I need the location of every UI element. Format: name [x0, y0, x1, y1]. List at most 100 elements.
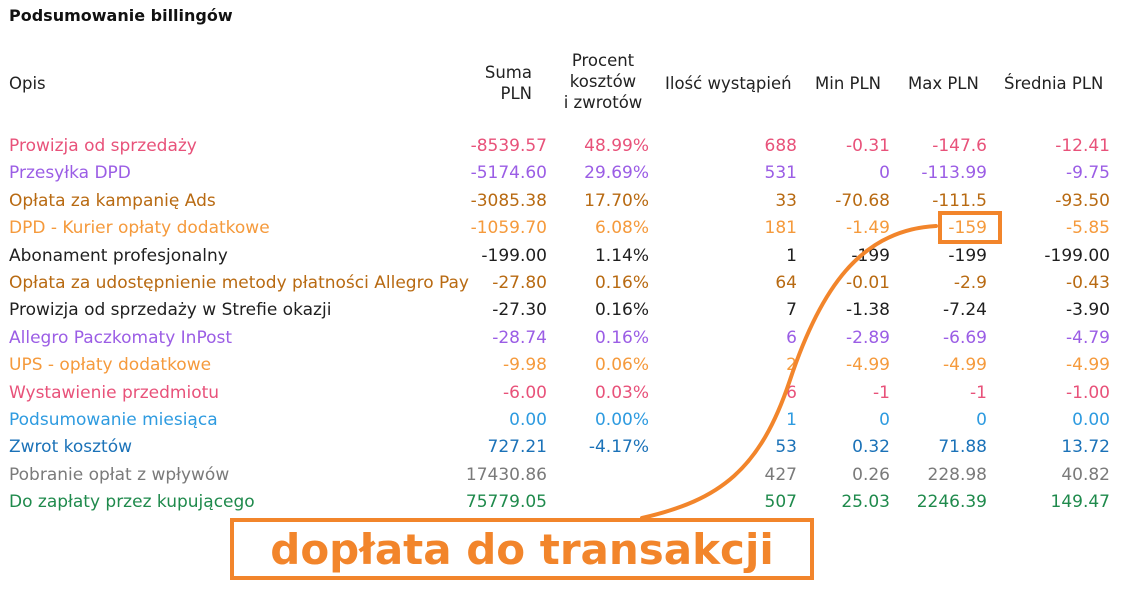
table-row: Podsumowanie miesiąca 0.00 0.00% 1 0 0 0.00: [0, 407, 1137, 433]
table-row: Do zapłaty przez kupującego 75779.05 507 25…: [0, 489, 1137, 515]
cell-procent: 6.08%: [594, 218, 649, 239]
cell-suma: -8539.57: [470, 136, 547, 156]
table-row: Opłata za kampanię Ads -3085.38 17.70% 33 -7…: [0, 188, 1137, 214]
annotation-box: dopłata do transakcji: [230, 518, 814, 580]
header-opis: Opis: [9, 74, 46, 93]
cell-opis: Prowizja od sprzedaży w Strefie okazji: [9, 300, 332, 321]
cell-suma: -27.30: [492, 300, 547, 321]
cell-opis: Opłata za udostępnienie metody płatności…: [9, 273, 469, 293]
annotation-text: dopłata do transakcji: [270, 525, 774, 574]
cell-srednia: -3.90: [1066, 300, 1110, 321]
cell-ilosc: 531: [764, 163, 797, 184]
header-procent: Procent kosztów i zwrotów: [563, 51, 643, 112]
cell-opis: DPD - Kurier opłaty dodatkowe: [9, 218, 270, 239]
cell-procent: 0.16%: [594, 327, 649, 348]
cell-ilosc: 6: [786, 327, 797, 348]
table-row: Opłata za udostępnienie metody płatności…: [0, 270, 1137, 296]
cell-suma: 727.21: [487, 437, 547, 458]
table-row: Prowizja od sprzedaży w Strefie okazji -2…: [0, 297, 1137, 323]
cell-opis: Zwrot kosztów: [9, 437, 133, 458]
cell-srednia: -4.79: [1066, 327, 1110, 348]
cell-ilosc: 507: [764, 492, 797, 513]
cell-ilosc: 33: [775, 190, 797, 211]
page-title: Podsumowanie billingów: [9, 6, 233, 25]
cell-max: 0: [976, 410, 987, 430]
header-min: Min PLN: [815, 74, 882, 93]
cell-max: -147.6: [932, 136, 987, 156]
cell-suma: -9.98: [503, 355, 547, 376]
cell-suma: -3085.38: [470, 190, 547, 211]
cell-opis: Opłata za kampanię Ads: [9, 190, 216, 211]
table-row: Pobranie opłat z wpływów 17430.86 427 0.26 2…: [0, 462, 1137, 488]
cell-opis: Do zapłaty przez kupującego: [9, 492, 255, 513]
cell-procent: 1.14%: [594, 245, 649, 266]
cell-srednia: -12.41: [1055, 136, 1110, 156]
cell-srednia: -4.99: [1066, 355, 1110, 376]
cell-suma: 0.00: [509, 410, 547, 430]
cell-min: -4.99: [846, 355, 890, 376]
cell-min: -2.89: [846, 327, 890, 348]
table-row: Prowizja od sprzedaży -8539.57 48.99% 688 -0…: [0, 133, 1137, 159]
table-row: Przesyłka DPD -5174.60 29.69% 531 0 -113.99 -9…: [0, 160, 1137, 186]
cell-max: -4.99: [943, 355, 987, 376]
highlight-box: [938, 211, 1002, 244]
cell-opis: Podsumowanie miesiąca: [9, 410, 218, 430]
cell-suma: -1059.70: [470, 218, 547, 239]
cell-min: 0.32: [852, 437, 890, 458]
header-suma: Suma PLN: [484, 63, 532, 103]
table-row: Allegro Paczkomaty InPost -28.74 0.16% 6 -2.…: [0, 325, 1137, 351]
cell-procent: 0.06%: [594, 355, 649, 376]
cell-min: -1: [873, 382, 890, 403]
cell-min: 0: [879, 410, 890, 430]
cell-max: -199: [948, 245, 987, 266]
cell-max: 228.98: [927, 464, 987, 485]
table-row: UPS - opłaty dodatkowe -9.98 0.06% 2 -4.99 -4…: [0, 352, 1137, 378]
cell-min: 0: [879, 163, 890, 184]
cell-suma: -28.74: [492, 327, 547, 348]
cell-srednia: -5.85: [1066, 218, 1110, 239]
cell-max: 71.88: [938, 437, 987, 458]
cell-srednia: 13.72: [1061, 437, 1110, 458]
cell-min: 25.03: [841, 492, 890, 513]
cell-procent: 0.00%: [594, 410, 649, 430]
cell-max: -113.99: [921, 163, 987, 184]
cell-srednia: 0.00: [1072, 410, 1110, 430]
cell-procent: 48.99%: [584, 136, 649, 156]
cell-min: -70.68: [835, 190, 890, 211]
header-max: Max PLN: [908, 74, 979, 93]
cell-srednia: -0.43: [1066, 273, 1110, 293]
cell-ilosc: 1: [786, 245, 797, 266]
cell-opis: Wystawienie przedmiotu: [9, 382, 220, 403]
header-srednia: Średnia PLN: [1004, 74, 1104, 93]
table-row: Wystawienie przedmiotu -6.00 0.03% 6 -1 -1 -1.…: [0, 380, 1137, 406]
cell-suma: -5174.60: [470, 163, 547, 184]
cell-procent: 0.03%: [594, 382, 649, 403]
cell-srednia: -9.75: [1066, 163, 1110, 184]
cell-min: -199: [851, 245, 890, 266]
cell-ilosc: 7: [786, 300, 797, 321]
cell-suma: -27.80: [492, 273, 547, 293]
cell-procent: 0.16%: [594, 300, 649, 321]
cell-ilosc: 181: [764, 218, 797, 239]
cell-ilosc: 6: [786, 382, 797, 403]
cell-max: -2.9: [953, 273, 987, 293]
cell-ilosc: 2: [786, 355, 797, 376]
cell-opis: Prowizja od sprzedaży: [9, 136, 197, 156]
cell-opis: UPS - opłaty dodatkowe: [9, 355, 212, 376]
cell-opis: Pobranie opłat z wpływów: [9, 464, 230, 485]
cell-procent: -4.17%: [588, 437, 649, 458]
cell-srednia: -199.00: [1044, 245, 1110, 266]
cell-srednia: -1.00: [1066, 382, 1110, 403]
table-row: Abonament profesjonalny -199.00 1.14% 1 -199…: [0, 243, 1137, 269]
cell-min: -1.38: [846, 300, 890, 321]
cell-min: 0.26: [852, 464, 890, 485]
cell-opis: Allegro Paczkomaty InPost: [9, 327, 233, 348]
cell-procent: 29.69%: [584, 163, 649, 184]
cell-ilosc: 427: [764, 464, 797, 485]
cell-max: -1: [970, 382, 987, 403]
cell-suma: -6.00: [503, 382, 547, 403]
cell-max: 2246.39: [916, 492, 987, 513]
cell-max: -159: [948, 218, 987, 239]
table-row: Zwrot kosztów 727.21 -4.17% 53 0.32 71.88 13.7…: [0, 434, 1137, 460]
cell-max: -6.69: [943, 327, 987, 348]
